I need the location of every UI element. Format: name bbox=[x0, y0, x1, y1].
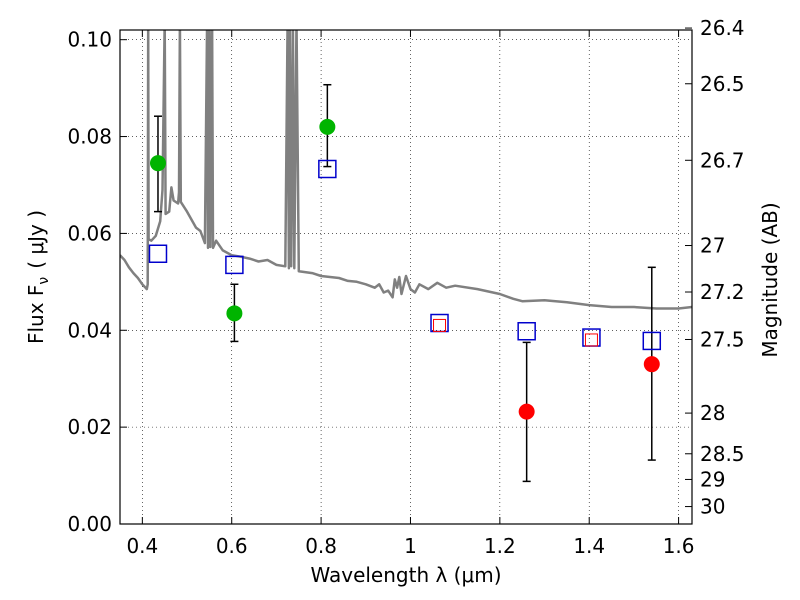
observed-photometry-series bbox=[149, 118, 660, 420]
x-axis-label: Wavelength λ (μm) bbox=[310, 563, 501, 587]
nondetection-point bbox=[584, 333, 598, 347]
spectrum-line bbox=[120, 30, 692, 310]
right-y-tick-label: 27 bbox=[700, 234, 725, 258]
y-tick-label: 0.00 bbox=[67, 512, 112, 536]
plot-frame bbox=[119, 29, 693, 525]
model-photometry-series bbox=[148, 159, 662, 351]
right-y-tick-label: 28.5 bbox=[700, 442, 745, 466]
y-axis-label-subscript: ν bbox=[36, 277, 52, 285]
nondetection-point bbox=[518, 403, 535, 420]
model-photometry-square bbox=[642, 331, 662, 351]
detection-point bbox=[226, 305, 243, 322]
x-tick-label: 1.4 bbox=[573, 534, 605, 558]
y-tick-label: 0.02 bbox=[67, 415, 112, 439]
nondetection-point bbox=[433, 318, 447, 332]
x-tick-label: 0.6 bbox=[216, 534, 248, 558]
model-photometry-square bbox=[148, 244, 168, 264]
x-tick-label: 1.6 bbox=[663, 534, 695, 558]
model-photometry-square bbox=[225, 255, 244, 275]
model-photometry-square bbox=[318, 159, 337, 179]
y-tick-label: 0.10 bbox=[67, 28, 112, 52]
right-y-tick-label: 27.5 bbox=[700, 327, 745, 351]
x-tick-label: 0.4 bbox=[126, 534, 158, 558]
spectrum-series bbox=[120, 30, 692, 310]
x-tick-label: 1 bbox=[404, 534, 417, 558]
nondetection-point bbox=[643, 356, 660, 373]
right-y-tick-label: 26.7 bbox=[700, 148, 745, 172]
model-photometry-square bbox=[517, 321, 536, 341]
y-axis-label-unit: ( μJy ) bbox=[24, 210, 48, 269]
right-y-axis-label: Magnitude (AB) bbox=[758, 202, 782, 357]
y-tick-label: 0.08 bbox=[67, 125, 112, 149]
detection-point bbox=[149, 155, 166, 172]
y-tick-label: 0.06 bbox=[67, 221, 112, 245]
right-y-tick-label: 26.4 bbox=[700, 16, 745, 40]
y-axis-ticks: 0.00 0.02 0.04 0.06 0.08 0.10 bbox=[67, 28, 127, 536]
right-y-axis-ticks: 26.4 26.5 26.7 27 27.2 27.5 28 28.529 30 bbox=[685, 16, 745, 519]
right-y-tick-label: 28 bbox=[700, 401, 725, 425]
right-y-tick-label: 30 bbox=[700, 495, 725, 519]
right-y-tick-label: 29 bbox=[700, 467, 725, 491]
y-axis-label-main: Flux F bbox=[24, 285, 48, 344]
right-y-tick-label: 27.2 bbox=[700, 280, 745, 304]
detection-point bbox=[319, 118, 336, 135]
x-axis-ticks: 0.4 0.6 0.8 1 1.2 1.4 1.6 bbox=[126, 30, 695, 558]
y-tick-label: 0.04 bbox=[67, 318, 112, 342]
x-tick-label: 0.8 bbox=[305, 534, 337, 558]
y-axis-label: Flux Fν ( μJy ) bbox=[24, 210, 52, 344]
x-tick-label: 1.2 bbox=[484, 534, 516, 558]
right-y-tick-label: 26.5 bbox=[700, 72, 745, 96]
